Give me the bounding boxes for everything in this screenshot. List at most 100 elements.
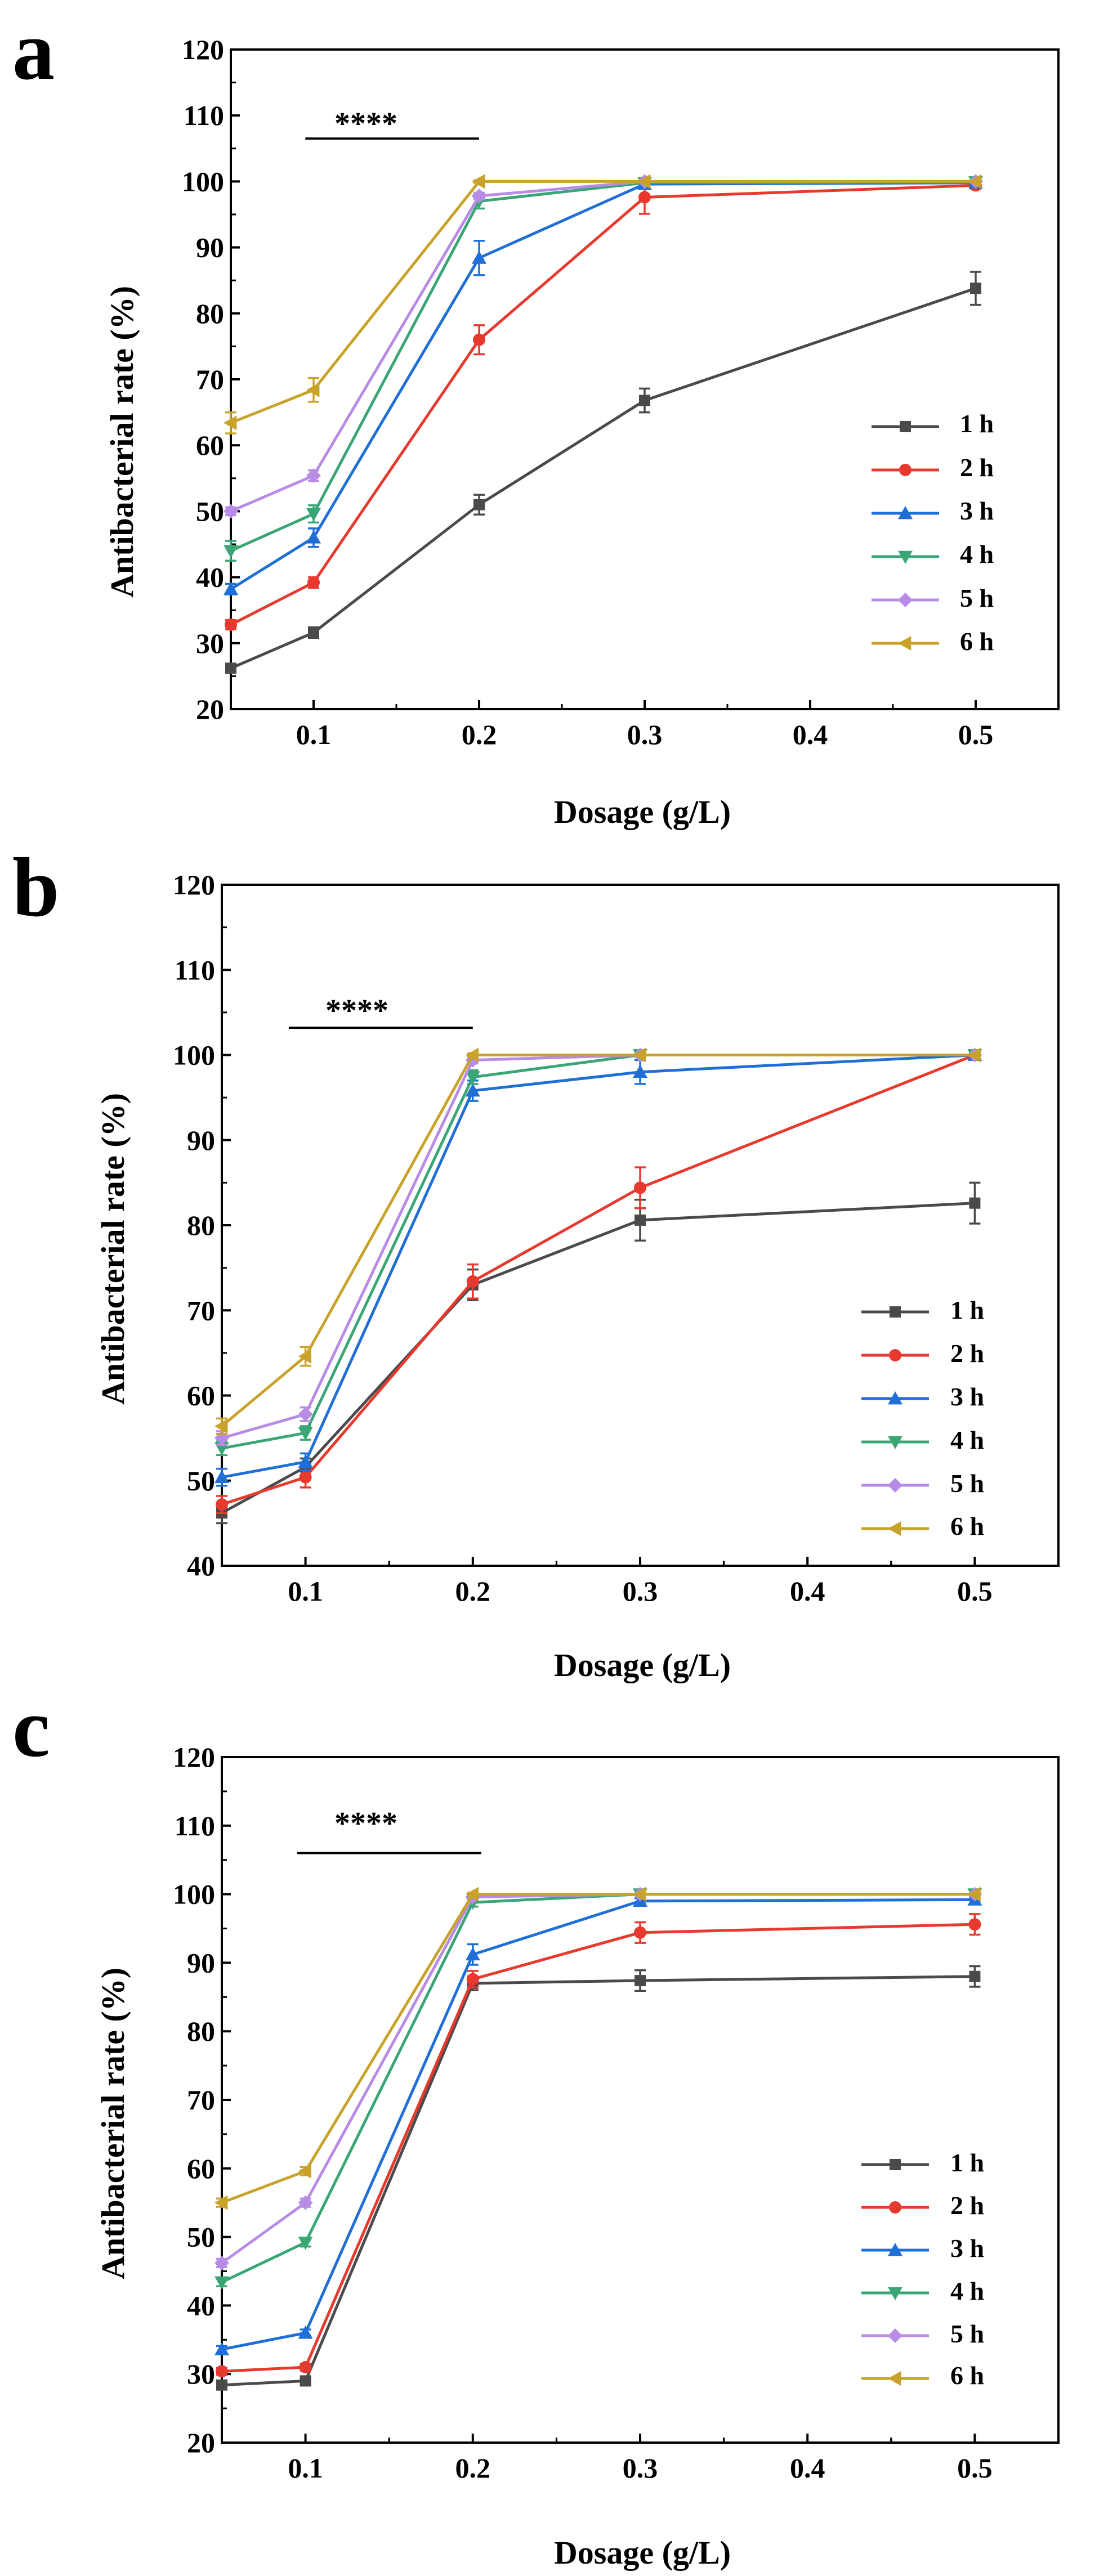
y-tick-label: 70 [187, 2084, 215, 2116]
x-tick-label: 0.4 [790, 1575, 825, 1607]
y-tick-label: 120 [182, 34, 224, 65]
y-tick-label: 60 [187, 2153, 215, 2184]
legend-marker-2h [889, 2201, 901, 2214]
data-point-3h [306, 530, 321, 544]
y-tick-label: 60 [187, 1380, 215, 1412]
data-point-3h [472, 250, 486, 264]
data-point-2h [473, 333, 485, 346]
x-tick-label: 0.3 [623, 1575, 658, 1607]
legend-marker-4h [888, 1436, 902, 1449]
x-tick-label: 0.1 [288, 2452, 323, 2484]
data-point-6h [968, 174, 982, 189]
series-line-4h [221, 1893, 975, 2284]
data-point-1h [969, 1197, 981, 1209]
data-point-3h [298, 2326, 313, 2339]
x-axis-title: Dosage (g/L) [554, 794, 731, 830]
y-tick-label: 110 [175, 954, 215, 985]
y-tick-label: 80 [196, 298, 224, 329]
data-point-6h [465, 1047, 479, 1063]
legend: 1 h 2 h 3 h 4 h 5 h 6 h [861, 2148, 984, 2390]
data-point-6h [224, 415, 237, 431]
legend-marker-1h [890, 1306, 901, 1318]
y-tick-label: 90 [187, 1125, 215, 1156]
data-point-5h [306, 468, 321, 483]
data-point-2h [466, 1275, 479, 1288]
y-tick-label: 80 [187, 1209, 215, 1241]
y-axis-title: Antibacterial rate (%) [95, 1093, 131, 1405]
data-point-6h [298, 1349, 311, 1364]
plot-area: 20 30 40 50 60 70 80 90 100 110 120 0.1 0.2 0.3 0.4 0.5 [173, 1741, 1060, 2484]
y-tick-label: 70 [196, 364, 224, 395]
legend-marker-1h [890, 2159, 901, 2170]
legend-label-6h: 6 h [960, 627, 994, 656]
data-point-4h [224, 545, 238, 558]
series-line-1h [230, 286, 976, 670]
legend-label-4h: 4 h [950, 2277, 984, 2305]
data-point-2h [634, 1926, 646, 1939]
legend-marker-5h [888, 1478, 902, 1493]
data-point-2h [299, 2361, 312, 2374]
data-point-1h [300, 2375, 311, 2387]
y-tick-label: 40 [196, 562, 224, 593]
legend-marker-2h [889, 1349, 901, 1361]
data-point-5h [215, 2255, 229, 2270]
y-tick-label: 110 [184, 100, 224, 131]
data-point-6h [967, 1047, 981, 1063]
data-point-6h [633, 1047, 646, 1063]
data-point-6h [306, 382, 320, 397]
data-point-6h [633, 1887, 646, 1902]
data-point-1h [639, 395, 650, 406]
x-tick-label: 0.1 [288, 1575, 323, 1607]
data-point-5h [298, 2195, 313, 2210]
legend-marker-3h [888, 1391, 902, 1405]
data-point-2h [638, 191, 651, 204]
series-line-4h [230, 181, 976, 553]
data-point-2h [299, 1471, 312, 1484]
data-point-6h [215, 2195, 228, 2210]
y-tick-label: 90 [187, 1947, 215, 1978]
x-tick-label: 0.3 [623, 2452, 658, 2484]
legend-marker-4h [898, 550, 913, 564]
x-tick-label: 0.3 [627, 719, 663, 750]
series-line-6h [230, 180, 976, 424]
data-point-6h [967, 1887, 981, 1902]
y-tick-label: 50 [187, 2221, 215, 2253]
data-point-2h [216, 2365, 228, 2378]
legend-label-1h: 1 h [950, 1296, 984, 1324]
legend-marker-6h [888, 2371, 901, 2386]
data-point-4h [215, 2276, 229, 2290]
data-point-3h [215, 1470, 229, 1484]
y-tick-label: 100 [173, 1879, 215, 1910]
y-tick-label: 80 [187, 2015, 215, 2047]
data-point-3h [215, 2342, 229, 2355]
y-tick-label: 100 [182, 165, 224, 197]
series-line-4h [221, 1054, 975, 1450]
y-tick-label: 120 [173, 1741, 215, 1773]
chart-panel-b: b Antibacterial rate (%) Dosage (g/L) **… [12, 841, 1060, 1683]
legend-label-5h: 5 h [950, 1469, 984, 1498]
panel-label: a [12, 4, 55, 97]
y-tick-label: 110 [175, 1810, 215, 1842]
x-tick-label: 0.5 [957, 1575, 993, 1607]
data-point-1h [635, 1975, 646, 1987]
legend-marker-1h [900, 421, 911, 432]
data-point-1h [473, 499, 485, 510]
plot-area: 40 50 60 70 80 90 100 110 120 0.1 0.2 0.3 0.4 0.5 [173, 869, 1060, 1607]
x-axis-title: Dosage (g/L) [554, 2534, 731, 2571]
data-point-3h [465, 1947, 480, 1961]
plot-area: 20 30 40 50 60 70 80 90 100 110 120 0.1 0.2 0.3 0.4 0.5 [182, 34, 1060, 750]
chart-panel-c: c Antibacterial rate (%) Dosage (g/L) **… [12, 1681, 1060, 2571]
legend-marker-5h [888, 2328, 902, 2343]
data-point-2h [466, 1973, 479, 1986]
data-point-1h [216, 2379, 227, 2391]
y-tick-label: 30 [196, 628, 224, 659]
legend: 1 h 2 h 3 h 4 h 5 h 6 h [861, 1296, 984, 1540]
legend-label-4h: 4 h [950, 1426, 984, 1454]
data-point-3h [298, 1454, 313, 1468]
legend-label-6h: 6 h [950, 2361, 984, 2390]
data-point-6h [298, 2163, 311, 2179]
legend-marker-4h [888, 2287, 902, 2300]
panel-label: b [12, 841, 59, 934]
chart-panel-a: a Antibacterial rate (%) Dosage (g/L) **… [12, 4, 1060, 830]
